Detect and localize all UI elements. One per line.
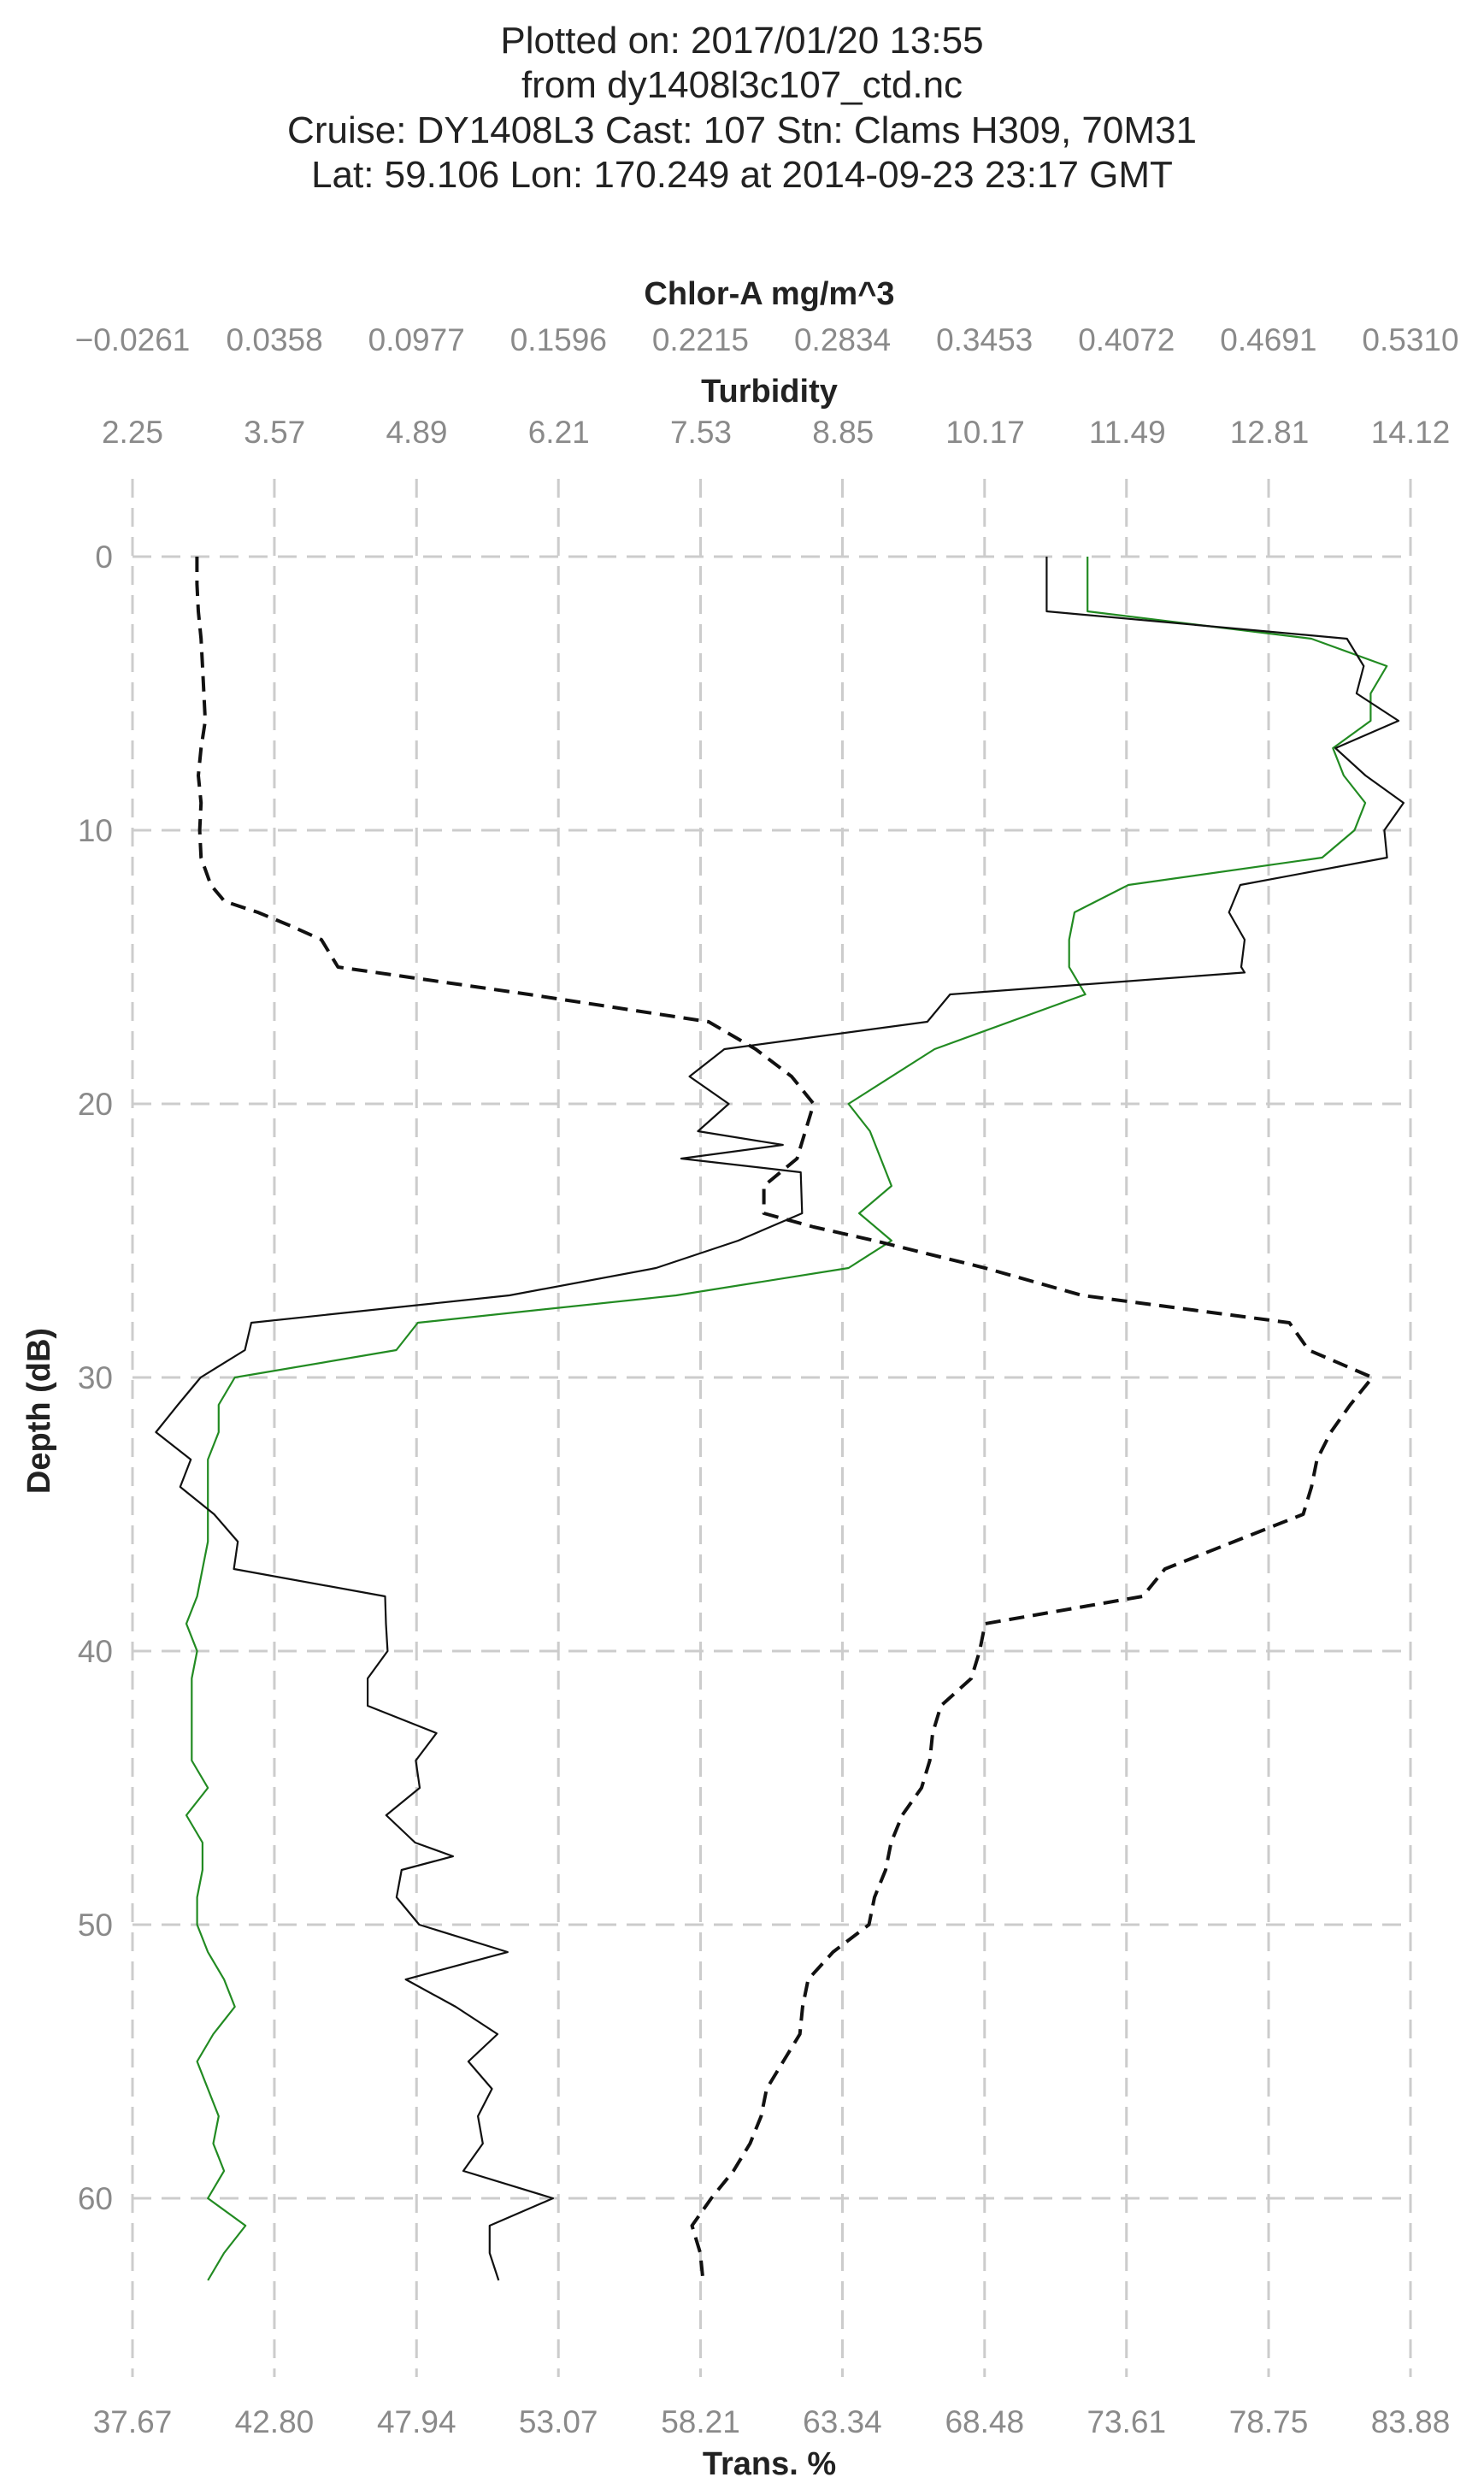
chlor-tick-label: 0.3453 (936, 322, 1033, 357)
y-tick-label: 0 (95, 540, 113, 575)
turb-tick-label: 6.21 (528, 415, 590, 450)
turb-tick-label: 12.81 (1230, 415, 1310, 450)
y-tick-label: 60 (78, 2181, 113, 2216)
y-tick-label: 40 (78, 1634, 113, 1669)
trans-tick-label: 68.48 (945, 2404, 1024, 2439)
chlor-tick-label: 0.4072 (1078, 322, 1175, 357)
grid-lines (131, 479, 1412, 2377)
trans-tick-label: 53.07 (519, 2404, 598, 2439)
y-tick-labels: 0 10 20 30 40 50 60 (78, 540, 113, 2216)
trans-axis-title: Trans. % (703, 2446, 836, 2482)
trans-tick-label: 78.75 (1229, 2404, 1309, 2439)
title-line-3: Cruise: DY1408L3 Cast: 107 Stn: Clams H3… (287, 109, 1197, 151)
title-line-4: Lat: 59.106 Lon: 170.249 at 2014-09-23 2… (311, 154, 1173, 196)
turb-tick-label: 7.53 (670, 415, 732, 450)
turb-series-line (185, 557, 1388, 2281)
turb-tick-label: 2.25 (102, 415, 163, 450)
x-tick-labels: −0.0261 0.0358 0.0977 0.1596 0.2215 0.2834 0.3… (75, 322, 1459, 2439)
trans-tick-label: 73.61 (1086, 2404, 1166, 2439)
trans-tick-label: 42.80 (235, 2404, 315, 2439)
trans-tick-label: 63.34 (803, 2404, 882, 2439)
chlor-tick-label: −0.0261 (75, 322, 191, 357)
chlor-tick-label: 0.0358 (227, 322, 323, 357)
title-line-2: from dy1408l3c107_ctd.nc (521, 64, 963, 106)
chlor-axis-title: Chlor-A mg/m^3 (644, 276, 894, 312)
turb-tick-label: 14.12 (1371, 415, 1451, 450)
y-tick-label: 20 (78, 1087, 113, 1122)
turb-tick-label: 3.57 (244, 415, 305, 450)
y-tick-label: 10 (78, 813, 113, 848)
y-tick-label: 50 (78, 1908, 113, 1943)
turbidity-axis-title: Turbidity (701, 374, 838, 410)
chlor-tick-label: 0.5310 (1362, 322, 1458, 357)
series-lines (155, 557, 1405, 2281)
turb-tick-label: 10.17 (945, 415, 1025, 450)
chlor-tick-label: 0.0977 (368, 322, 465, 357)
chart-title: Plotted on: 2017/01/20 13:55 from dy1408… (287, 20, 1197, 196)
trans-tick-label: 47.94 (377, 2404, 456, 2439)
chlor-series-line (155, 557, 1405, 2281)
chlor-tick-label: 0.2834 (794, 322, 891, 357)
title-line-1: Plotted on: 2017/01/20 13:55 (500, 20, 983, 62)
trans-tick-label: 83.88 (1371, 2404, 1451, 2439)
trans-tick-label: 37.67 (93, 2404, 173, 2439)
trans-tick-label: 58.21 (661, 2404, 740, 2439)
turb-tick-label: 11.49 (1089, 415, 1166, 450)
turb-tick-label: 4.89 (386, 415, 447, 450)
turb-tick-label: 8.85 (812, 415, 874, 450)
y-tick-label: 30 (78, 1360, 113, 1395)
y-axis-title: Depth (dB) (21, 1328, 57, 1494)
chlor-tick-label: 0.2215 (652, 322, 749, 357)
chlor-tick-label: 0.1596 (510, 322, 607, 357)
trans-series-line (195, 557, 1375, 2281)
chlor-tick-label: 0.4691 (1220, 322, 1316, 357)
